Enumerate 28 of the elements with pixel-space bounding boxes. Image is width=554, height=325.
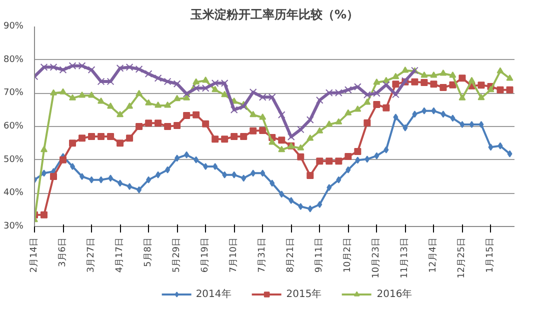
x-tick-label: 7月31日 [258, 237, 268, 273]
y-tick-label: 50% [3, 154, 24, 165]
x-tick-label: 7月10日 [229, 237, 240, 273]
legend-label: 2015年 [286, 288, 322, 301]
x-tick-label: 3月27日 [86, 237, 97, 273]
x-tick-label: 1月15日 [486, 237, 496, 273]
x-tick-label: 9月11日 [314, 237, 325, 273]
x-tick-label: 2月14日 [30, 237, 40, 273]
legend-label: 2016年 [376, 288, 412, 301]
x-tick-label: 8月21日 [286, 237, 296, 273]
y-tick-label: 80% [3, 54, 24, 65]
y-tick-label: 70% [3, 88, 24, 98]
chart-title: 玉米淀粉开工率历年比较（%） [189, 8, 359, 22]
y-tick-label: 30% [3, 222, 24, 232]
x-tick-label: 3月6日 [58, 238, 68, 267]
x-tick-label: 12月4日 [428, 237, 439, 273]
x-tick-label: 6月19日 [200, 237, 211, 273]
x-tick-label: 11月13日 [400, 238, 410, 278]
x-tick-label: 10月2日 [343, 237, 354, 273]
x-tick-label: 12月25日 [457, 238, 468, 278]
y-tick-label: 90% [3, 22, 24, 32]
x-tick-label: 5月8日 [144, 238, 154, 267]
x-tick-label: 10月23日 [372, 238, 382, 278]
legend-label: 2014年 [196, 288, 232, 301]
y-tick-label: 60% [3, 122, 24, 132]
y-tick-label: 40% [3, 188, 24, 198]
x-tick-label: 4月17日 [115, 237, 126, 273]
x-tick-label: 5月29日 [172, 237, 182, 273]
